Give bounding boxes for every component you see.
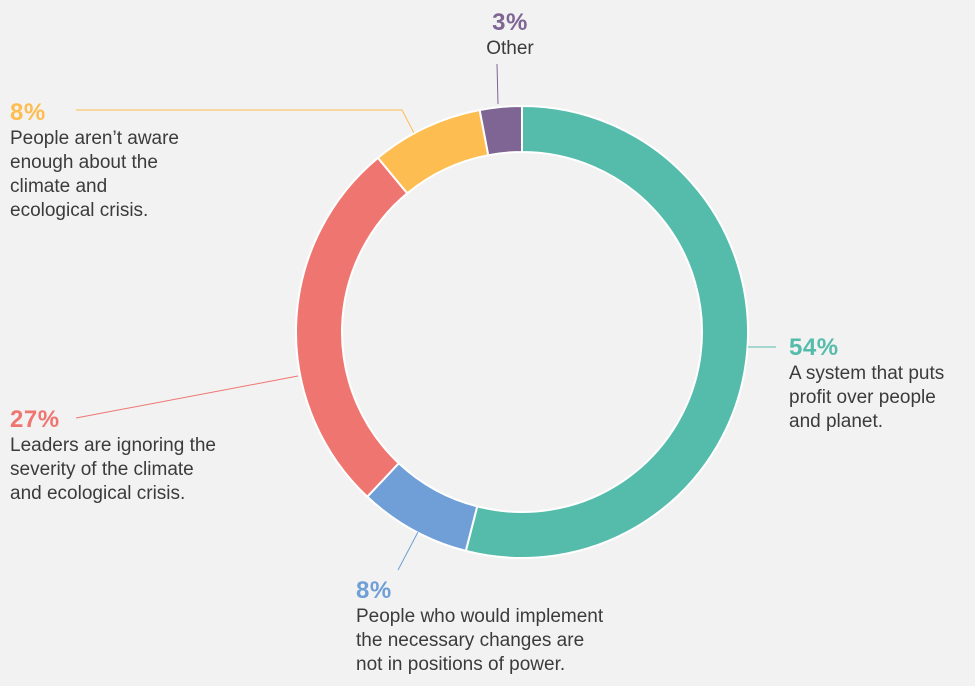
slice-description: People who would implement the necessary… — [356, 606, 604, 675]
slice-description: People aren’t aware enough about the cli… — [10, 128, 179, 221]
slice-description: Other — [486, 38, 534, 59]
label-profit-system: 54% A system that puts profit over peopl… — [789, 334, 975, 434]
slice-leaders-ignoring — [295, 156, 409, 499]
slice-percent-label: 8% — [10, 99, 46, 126]
slice-description: Leaders are ignoring the severity of the… — [10, 435, 216, 504]
leader-line-not-in-power — [397, 531, 419, 571]
label-leaders-ignoring: 27% Leaders are ignoring the severity of… — [10, 406, 260, 506]
slice-profit-system — [464, 104, 749, 559]
leader-line-other — [496, 63, 499, 105]
leader-line-leaders-ignoring — [75, 375, 299, 419]
label-not-aware: 8% People aren’t aware enough about the … — [10, 99, 230, 223]
slice-other — [478, 104, 523, 157]
slice-percent-label: 27% — [10, 406, 60, 433]
slice-percent-label: 3% — [492, 9, 528, 36]
slice-percent-label: 8% — [356, 577, 392, 604]
slice-description: A system that puts profit over people an… — [789, 363, 945, 432]
label-not-in-power: 8% People who would implement the necess… — [356, 577, 656, 677]
slice-percent-label: 54% — [789, 334, 839, 361]
leader-line-not-aware — [76, 109, 415, 134]
label-other: 3% Other — [470, 9, 550, 61]
